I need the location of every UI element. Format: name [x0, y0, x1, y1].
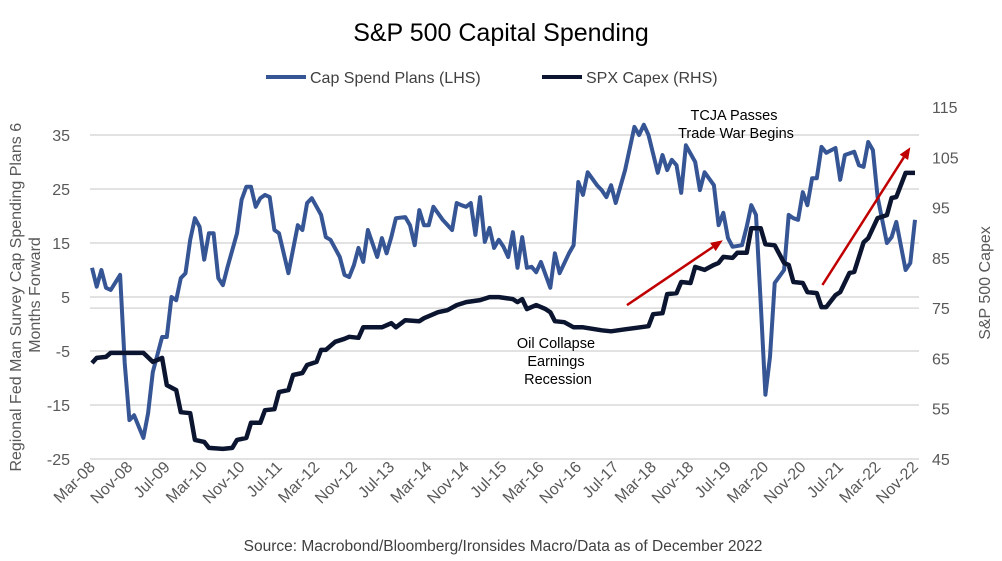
left-tick-label: 35 — [52, 128, 70, 145]
annotation-oil-collapse: Oil Collapse Earnings Recession — [517, 336, 599, 388]
right-tick-label: 45 — [932, 452, 950, 469]
left-axis-ticks: 35 25 15 5 -5 -15 -25 — [47, 128, 70, 469]
x-axis-ticks: Mar-08Nov-08Jul-09Mar-10Nov-10Jul-11Mar-… — [51, 459, 922, 508]
right-tick-label: 105 — [932, 150, 959, 167]
legend-label-spx: SPX Capex (RHS) — [586, 70, 718, 87]
x-tick-label: Nov-16 — [537, 459, 586, 508]
arrow-line-1 — [626, 245, 714, 307]
x-tick-label: Nov-18 — [649, 459, 698, 508]
annotation-arrows — [626, 147, 911, 307]
annotation-tcja: TCJA Passes Trade War Begins — [678, 108, 794, 142]
left-tick-label: 15 — [52, 236, 70, 253]
right-tick-label: 115 — [932, 100, 958, 117]
annotation-oil-line3: Recession — [524, 372, 592, 388]
arrow-head-icon — [710, 240, 723, 252]
annotation-oil-line2: Earnings — [527, 354, 584, 370]
left-tick-label: 25 — [52, 182, 70, 199]
right-axis-ticks: 115 105 95 85 75 65 55 45 — [932, 100, 959, 469]
left-tick-label: -5 — [56, 344, 70, 361]
right-tick-label: 55 — [932, 402, 950, 419]
right-tick-label: 75 — [932, 301, 950, 318]
x-tick-label: Nov-08 — [88, 459, 137, 508]
left-axis-label-line1: Regional Fed Man Survey Cap Spending Pla… — [8, 123, 25, 472]
x-tick-label: Nov-14 — [424, 459, 473, 508]
x-tick-label: Nov-20 — [761, 459, 810, 508]
x-tick-label: Nov-22 — [873, 459, 922, 508]
legend-label-cap-spend: Cap Spend Plans (LHS) — [310, 70, 481, 87]
spx-capex-line — [90, 170, 915, 452]
source-note: Source: Macrobond/Bloomberg/Ironsides Ma… — [244, 538, 763, 555]
x-tick-label: Nov-12 — [312, 459, 361, 508]
annotation-tcja-line2: Trade War Begins — [678, 126, 794, 142]
left-tick-label: -15 — [47, 398, 70, 415]
right-tick-label: 95 — [932, 201, 950, 218]
arrow-head-icon — [899, 147, 911, 161]
legend: Cap Spend Plans (LHS) SPX Capex (RHS) — [266, 70, 718, 87]
arrow-line-2 — [821, 156, 905, 286]
annotation-oil-line1: Oil Collapse — [517, 336, 595, 352]
cap-spend-plans-line — [90, 122, 917, 440]
left-tick-label: -25 — [47, 452, 70, 469]
chart-title: S&P 500 Capital Spending — [353, 19, 649, 47]
left-axis-label: Regional Fed Man Survey Cap Spending Pla… — [8, 118, 44, 471]
right-tick-label: 85 — [932, 251, 950, 268]
x-tick-label: Nov-10 — [200, 459, 249, 508]
annotation-tcja-line1: TCJA Passes — [690, 108, 777, 124]
series-lines — [90, 122, 917, 452]
left-tick-label: 5 — [61, 290, 70, 307]
right-tick-label: 65 — [932, 351, 950, 368]
left-axis-label-line2: Months Forward — [27, 237, 44, 353]
right-axis-label: S&P 500 Capex — [977, 226, 994, 340]
